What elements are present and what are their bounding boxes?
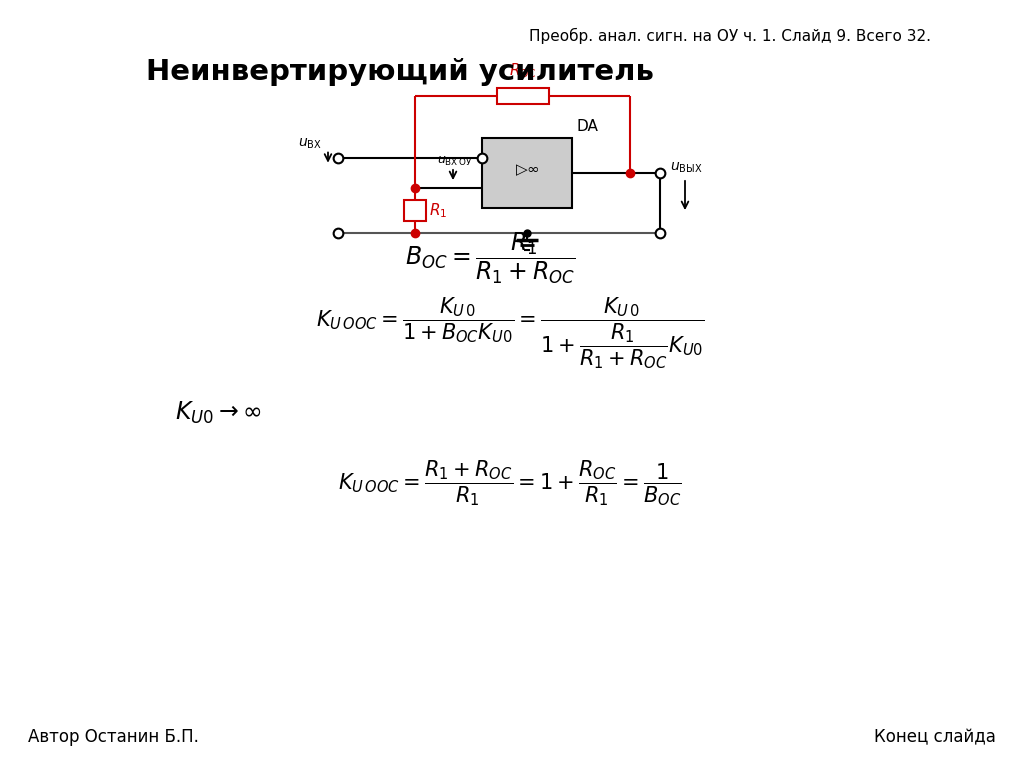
- Text: $u_{\rm ВХ}$: $u_{\rm ВХ}$: [298, 137, 322, 151]
- Text: $K_{U\,OOC} = \dfrac{R_1 + R_{OC}}{R_1} = 1 + \dfrac{R_{OC}}{R_1} = \dfrac{1}{B_: $K_{U\,OOC} = \dfrac{R_1 + R_{OC}}{R_1} …: [338, 458, 682, 508]
- Text: $R_{\rm ОС}$: $R_{\rm ОС}$: [509, 61, 537, 80]
- Text: $\triangleright\infty$: $\triangleright\infty$: [515, 162, 540, 178]
- Text: Автор Останин Б.П.: Автор Останин Б.П.: [28, 728, 199, 746]
- Text: $R_1$: $R_1$: [429, 201, 447, 220]
- Text: $K_{U0} \rightarrow \infty$: $K_{U0} \rightarrow \infty$: [175, 400, 262, 426]
- Text: $K_{U\,OOC} = \dfrac{K_{U\,0}}{1 + B_{OC}K_{U0}} = \dfrac{K_{U\,0}}{1 + \dfrac{R: $K_{U\,OOC} = \dfrac{K_{U\,0}}{1 + B_{OC…: [315, 295, 705, 371]
- Bar: [497, 88, 549, 104]
- Text: Конец слайда: Конец слайда: [874, 728, 996, 746]
- Text: $u_{\rm ВХ\,ОУ}$: $u_{\rm ВХ\,ОУ}$: [437, 154, 472, 167]
- Bar: [404, 200, 426, 221]
- Text: DA: DA: [575, 119, 598, 134]
- Text: Преобр. анал. сигн. на ОУ ч. 1. Слайд 9. Всего 32.: Преобр. анал. сигн. на ОУ ч. 1. Слайд 9.…: [529, 28, 931, 44]
- Text: Неинвертирующий усилитель: Неинвертирующий усилитель: [146, 58, 654, 86]
- Text: $u_{\rm ВЫХ}$: $u_{\rm ВЫХ}$: [670, 161, 702, 175]
- Text: $B_{OC} = \dfrac{R_1}{R_1 + R_{OC}}$: $B_{OC} = \dfrac{R_1}{R_1 + R_{OC}}$: [404, 230, 575, 286]
- Bar: [482, 138, 572, 208]
